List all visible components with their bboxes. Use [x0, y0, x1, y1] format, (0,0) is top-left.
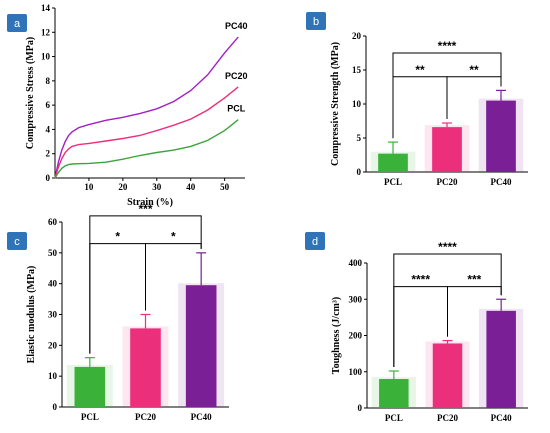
- y-tick-label: 200: [349, 331, 363, 341]
- series-label-pc40: PC40: [225, 21, 248, 31]
- significance-label: *: [171, 230, 176, 244]
- significance-bracket: [393, 253, 502, 368]
- significance-label: **: [415, 63, 425, 77]
- bar-pc40: [486, 310, 516, 408]
- y-tick-label: 100: [349, 367, 363, 377]
- x-tick-label: PC20: [437, 177, 458, 187]
- series-label-pc20: PC20: [225, 71, 248, 81]
- bar-pcl: [379, 379, 409, 408]
- y-tick-label: 12: [41, 27, 51, 37]
- x-tick-label: 20: [118, 182, 128, 192]
- panel-badge-label: a: [14, 18, 21, 30]
- panel-badge-bg: [306, 12, 326, 30]
- significance-label: **: [469, 63, 479, 77]
- x-tick-label: PC40: [491, 413, 512, 423]
- series-line-pc40: [54, 36, 239, 179]
- x-tick-label: PC20: [437, 413, 458, 423]
- y-tick-label: 10: [41, 52, 51, 62]
- x-tick-label: 30: [152, 182, 162, 192]
- significance-label: *: [115, 230, 120, 244]
- x-tick-label: PCL: [81, 412, 99, 422]
- significance-label: ***: [138, 202, 152, 216]
- y-tick-label: 5: [357, 133, 362, 143]
- bar-pc20: [432, 343, 463, 408]
- panel-badge-d: d: [305, 232, 325, 250]
- y-tick-label: 2: [46, 149, 51, 159]
- y-tick-label: 30: [48, 310, 58, 320]
- y-tick-label: 8: [46, 76, 51, 86]
- y-tick-label: 15: [352, 65, 362, 75]
- x-tick-label: PC40: [191, 412, 212, 422]
- significance-label: ****: [438, 39, 457, 53]
- y-tick-label: 0: [53, 402, 58, 412]
- y-tick-label: 0: [357, 167, 362, 177]
- x-tick-label: PC20: [135, 412, 156, 422]
- panel-badge-b: b: [306, 12, 326, 30]
- y-tick-label: 20: [352, 31, 362, 41]
- bar-pcl: [378, 153, 408, 172]
- y-tick-label: 4: [46, 124, 51, 134]
- significance-label: ***: [467, 273, 481, 287]
- bar-pc20: [130, 328, 161, 407]
- x-tick-label: 10: [84, 182, 94, 192]
- y-axis-label: Compressive Stress (MPa): [25, 37, 36, 149]
- x-tick-label: PC40: [491, 177, 512, 187]
- significance-bracket: [392, 52, 502, 139]
- bar-pc40: [486, 100, 516, 172]
- y-tick-label: 40: [48, 279, 58, 289]
- y-tick-label: 10: [48, 371, 58, 381]
- bar-pc40: [185, 285, 217, 407]
- x-tick-label: 50: [220, 182, 230, 192]
- significance-label: ****: [411, 273, 430, 287]
- x-axis-label: Strain (%): [127, 197, 173, 208]
- y-tick-label: 60: [48, 217, 58, 227]
- x-tick-label: 40: [186, 182, 196, 192]
- panel-badge-label: c: [14, 236, 20, 248]
- y-axis-label: Compressive Strength (MPa): [330, 42, 341, 166]
- x-tick-label: PCL: [384, 177, 402, 187]
- panel-badge-bg: [305, 232, 325, 250]
- y-tick-label: 6: [46, 100, 51, 110]
- y-tick-label: 0: [46, 173, 51, 183]
- series-line-pc20: [54, 86, 239, 179]
- bar-pc20: [432, 127, 462, 172]
- y-axis-label: Elastic modulus (MPa): [26, 266, 37, 364]
- y-tick-label: 0: [358, 403, 363, 413]
- panel-badge-bg: [7, 232, 27, 250]
- x-tick-label: PCL: [385, 413, 403, 423]
- significance-label: ****: [438, 240, 457, 254]
- y-axis-label: Toughness (J/cm³): [331, 297, 342, 374]
- panel-badge-c: c: [7, 232, 27, 250]
- y-tick-label: 14: [41, 3, 51, 13]
- panel-badge-a: a: [7, 14, 27, 32]
- y-tick-label: 50: [48, 248, 58, 258]
- panel-badge-bg: [7, 14, 27, 32]
- y-tick-label: 300: [349, 294, 363, 304]
- panel-badge-label: b: [313, 16, 319, 28]
- y-tick-label: 10: [352, 99, 362, 109]
- series-label-pcl: PCL: [227, 104, 246, 114]
- series-line-pcl: [54, 119, 239, 179]
- panel-badge-label: d: [312, 236, 318, 248]
- bar-pcl: [74, 366, 106, 407]
- y-tick-label: 400: [349, 258, 363, 268]
- significance-bracket: [89, 215, 202, 354]
- y-tick-label: 20: [48, 340, 58, 350]
